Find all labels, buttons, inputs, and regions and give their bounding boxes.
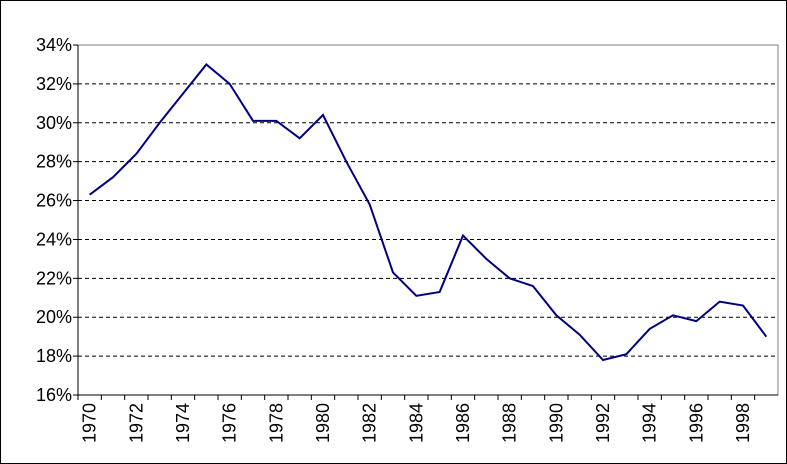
x-tick-label: 1990 [546,403,566,443]
x-tick-label: 1988 [500,403,520,443]
y-tick-label: 34% [36,35,72,55]
y-tick-label: 28% [36,152,72,172]
x-tick-label: 1992 [593,403,613,443]
x-tick-label: 1980 [313,403,333,443]
y-tick-label: 30% [36,113,72,133]
y-tick-label: 18% [36,346,72,366]
x-tick-label: 1978 [266,403,286,443]
x-tick-label: 1986 [453,403,473,443]
x-tick-label: 1984 [406,403,426,443]
y-tick-label: 32% [36,74,72,94]
x-tick-label: 1994 [640,403,660,443]
x-tick-label: 1996 [686,403,706,443]
plot-area [77,44,779,396]
x-tick-label: 1970 [80,403,100,443]
y-tick-label: 24% [36,229,72,249]
x-tick-label: 1974 [173,403,193,443]
x-tick-label: 1982 [360,403,380,443]
x-tick-label: 1972 [126,403,146,443]
y-tick-label: 26% [36,191,72,211]
y-tick-label: 16% [36,385,72,405]
x-tick-label: 1976 [220,403,240,443]
y-tick-label: 20% [36,307,72,327]
x-tick-label: 1998 [733,403,753,443]
data-line [89,63,768,362]
y-tick-label: 22% [36,268,72,288]
